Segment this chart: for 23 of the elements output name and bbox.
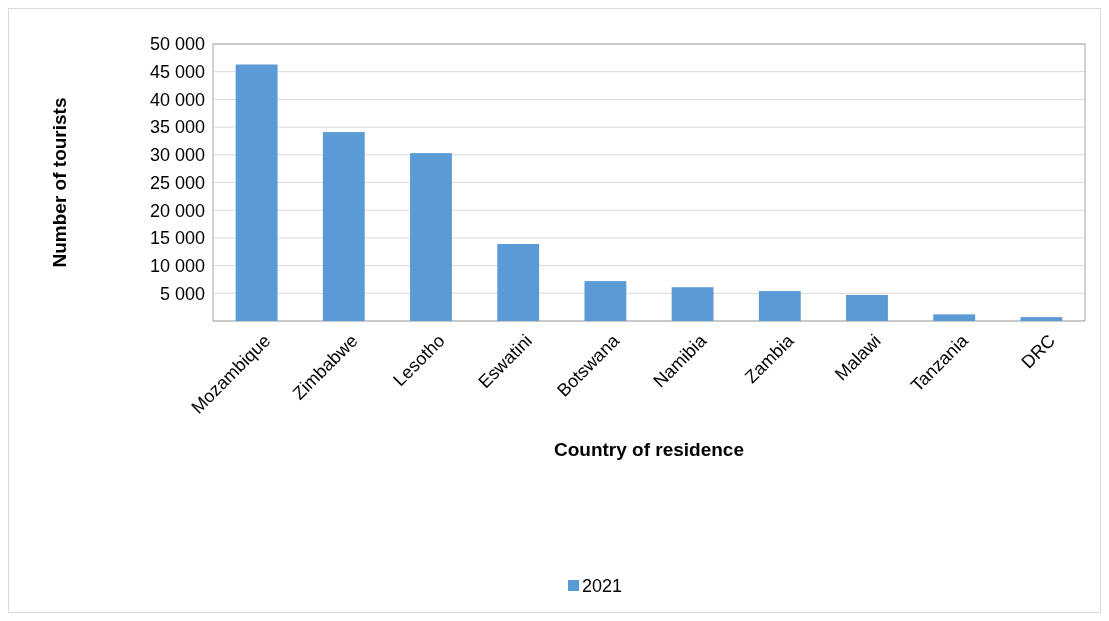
bar bbox=[584, 281, 627, 321]
bar bbox=[235, 64, 278, 321]
bar bbox=[933, 314, 976, 321]
y-tick-label: 10 000 bbox=[149, 255, 205, 276]
y-tick-label: 30 000 bbox=[149, 145, 205, 166]
bar bbox=[758, 291, 801, 321]
legend-label: 2021 bbox=[582, 576, 623, 597]
y-tick-label: 25 000 bbox=[149, 172, 205, 193]
bar bbox=[846, 294, 888, 321]
y-tick-label: 20 000 bbox=[149, 200, 205, 221]
y-tick-label: 35 000 bbox=[149, 117, 205, 138]
bar bbox=[410, 153, 452, 321]
y-tick-label: 40 000 bbox=[149, 89, 205, 110]
bar bbox=[671, 287, 714, 321]
y-axis-title: Number of tourists bbox=[49, 97, 70, 268]
bar bbox=[1020, 317, 1063, 321]
y-tick-label: 15 000 bbox=[149, 228, 205, 249]
y-tick-label: 45 000 bbox=[149, 62, 205, 82]
y-tick-label: 5 000 bbox=[159, 283, 205, 304]
bar bbox=[322, 132, 365, 321]
bar bbox=[497, 243, 540, 321]
x-axis-title: Country of residence bbox=[553, 439, 745, 460]
y-tick-label: 50 000 bbox=[149, 34, 205, 55]
